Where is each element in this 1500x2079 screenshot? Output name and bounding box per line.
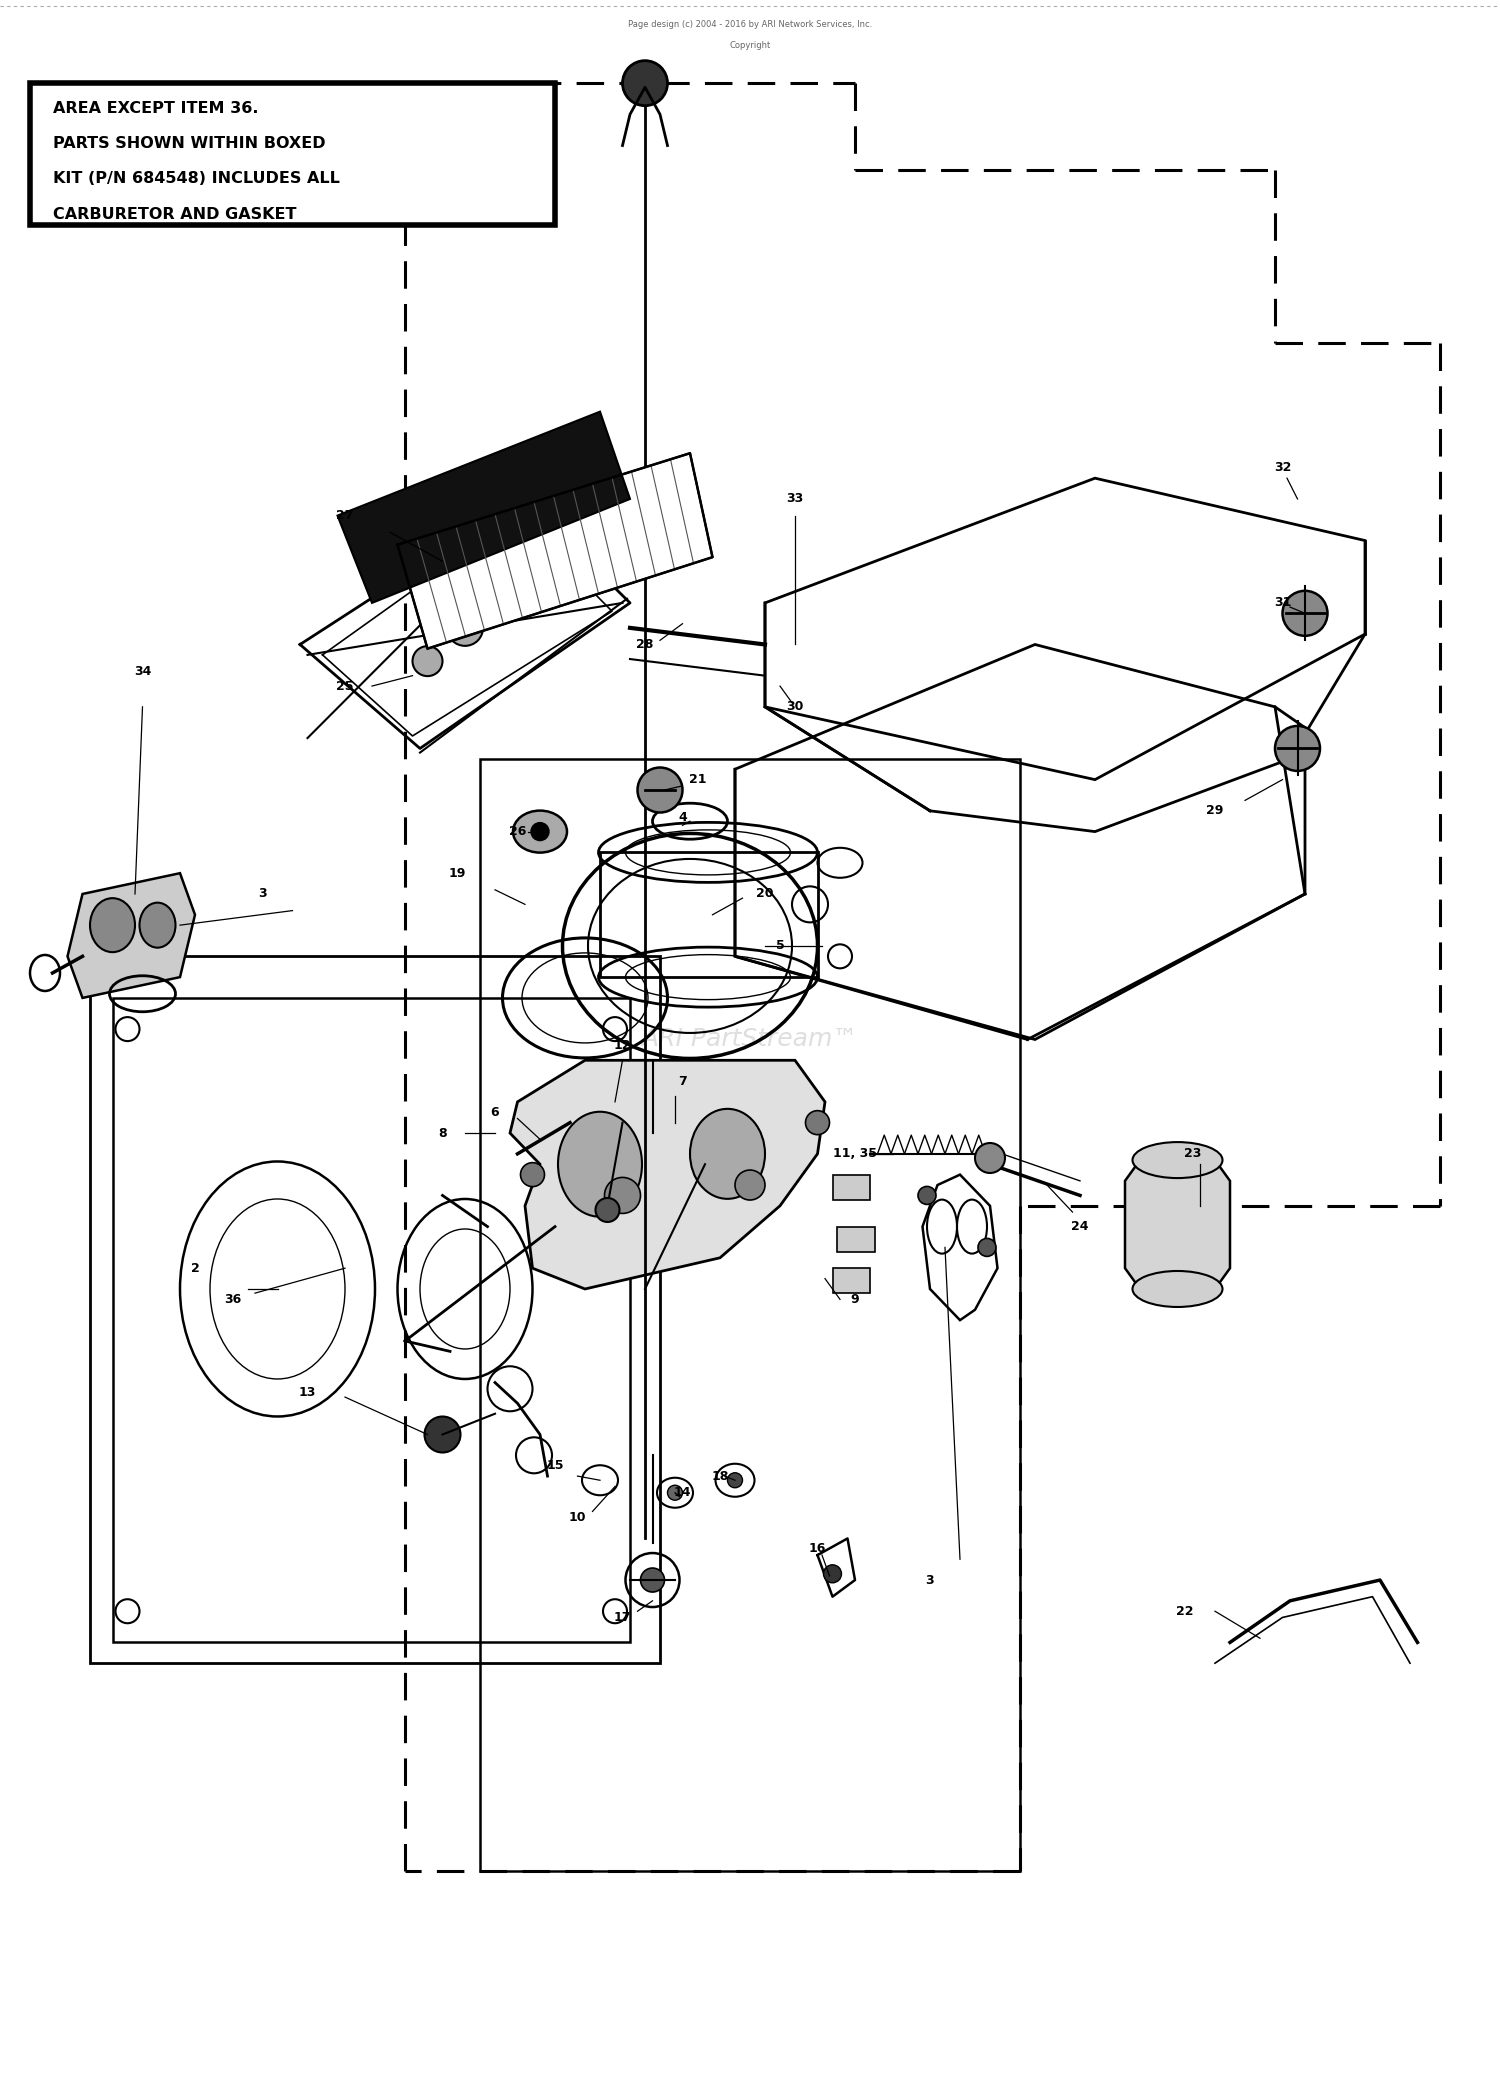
Ellipse shape xyxy=(1132,1141,1222,1179)
Circle shape xyxy=(638,767,682,813)
Text: 24: 24 xyxy=(1071,1220,1089,1233)
Text: 33: 33 xyxy=(786,493,804,505)
Text: 25: 25 xyxy=(336,680,354,692)
Text: 5: 5 xyxy=(776,940,784,952)
Text: 34: 34 xyxy=(134,665,152,678)
Ellipse shape xyxy=(1132,1270,1222,1308)
Text: PARTS SHOWN WITHIN BOXED: PARTS SHOWN WITHIN BOXED xyxy=(53,135,326,152)
Text: 23: 23 xyxy=(1184,1148,1202,1160)
Text: 6: 6 xyxy=(490,1106,500,1119)
Circle shape xyxy=(640,1568,664,1593)
Text: 20: 20 xyxy=(756,888,774,900)
Ellipse shape xyxy=(513,811,567,852)
Polygon shape xyxy=(68,873,195,998)
Circle shape xyxy=(424,1416,460,1453)
Text: 3: 3 xyxy=(258,888,267,900)
Ellipse shape xyxy=(140,902,176,948)
Text: 21: 21 xyxy=(688,773,706,786)
Text: 28: 28 xyxy=(636,638,654,651)
Circle shape xyxy=(728,1472,742,1489)
Text: 29: 29 xyxy=(1206,805,1224,817)
Circle shape xyxy=(918,1187,936,1204)
Polygon shape xyxy=(510,1060,825,1289)
Circle shape xyxy=(806,1110,830,1135)
Circle shape xyxy=(520,1162,544,1187)
Polygon shape xyxy=(837,1227,874,1252)
Text: AREA EXCEPT ITEM 36.: AREA EXCEPT ITEM 36. xyxy=(53,100,258,116)
Text: 11, 35: 11, 35 xyxy=(833,1148,878,1160)
Circle shape xyxy=(975,1143,1005,1173)
Text: 9: 9 xyxy=(850,1293,859,1306)
Circle shape xyxy=(735,1170,765,1200)
Text: 17: 17 xyxy=(614,1611,632,1624)
Circle shape xyxy=(413,647,442,676)
Text: CARBURETOR AND GASKET: CARBURETOR AND GASKET xyxy=(53,206,296,222)
Circle shape xyxy=(622,60,668,106)
Circle shape xyxy=(531,823,549,840)
Circle shape xyxy=(668,1484,682,1501)
Text: 7: 7 xyxy=(678,1075,687,1087)
Polygon shape xyxy=(833,1175,870,1200)
Polygon shape xyxy=(338,412,630,603)
Text: 30: 30 xyxy=(786,701,804,713)
Circle shape xyxy=(1275,726,1320,771)
Text: 3: 3 xyxy=(926,1574,934,1586)
Ellipse shape xyxy=(558,1112,642,1216)
Text: 8: 8 xyxy=(438,1127,447,1139)
Text: 2: 2 xyxy=(190,1262,200,1274)
Ellipse shape xyxy=(90,898,135,952)
Text: 10: 10 xyxy=(568,1511,586,1524)
Circle shape xyxy=(1282,590,1328,636)
Text: 4: 4 xyxy=(678,811,687,823)
Text: 14: 14 xyxy=(674,1486,692,1499)
Circle shape xyxy=(604,1177,640,1214)
Polygon shape xyxy=(398,453,712,649)
Text: 19: 19 xyxy=(448,867,466,879)
Text: 26: 26 xyxy=(509,825,526,838)
Text: 13: 13 xyxy=(298,1387,316,1399)
Text: 22: 22 xyxy=(1176,1605,1194,1617)
Circle shape xyxy=(824,1565,842,1582)
Circle shape xyxy=(447,609,483,647)
Text: 18: 18 xyxy=(711,1470,729,1482)
Text: 12: 12 xyxy=(614,1040,632,1052)
Text: KIT (P/N 684548) INCLUDES ALL: KIT (P/N 684548) INCLUDES ALL xyxy=(53,170,339,187)
Circle shape xyxy=(596,1198,619,1222)
Ellipse shape xyxy=(690,1108,765,1200)
Polygon shape xyxy=(1125,1160,1230,1289)
Text: Page design (c) 2004 - 2016 by ARI Network Services, Inc.: Page design (c) 2004 - 2016 by ARI Netwo… xyxy=(628,21,872,29)
Bar xyxy=(30,83,555,225)
Text: 16: 16 xyxy=(808,1543,826,1555)
Circle shape xyxy=(978,1239,996,1256)
Text: 15: 15 xyxy=(546,1459,564,1472)
Text: 32: 32 xyxy=(1274,462,1292,474)
Text: Copyright: Copyright xyxy=(729,42,771,50)
Text: 36: 36 xyxy=(224,1293,242,1306)
Text: 31: 31 xyxy=(1274,597,1292,609)
Text: ARI PartStream™: ARI PartStream™ xyxy=(642,1027,858,1052)
Polygon shape xyxy=(833,1268,870,1293)
Text: 27: 27 xyxy=(336,509,354,522)
